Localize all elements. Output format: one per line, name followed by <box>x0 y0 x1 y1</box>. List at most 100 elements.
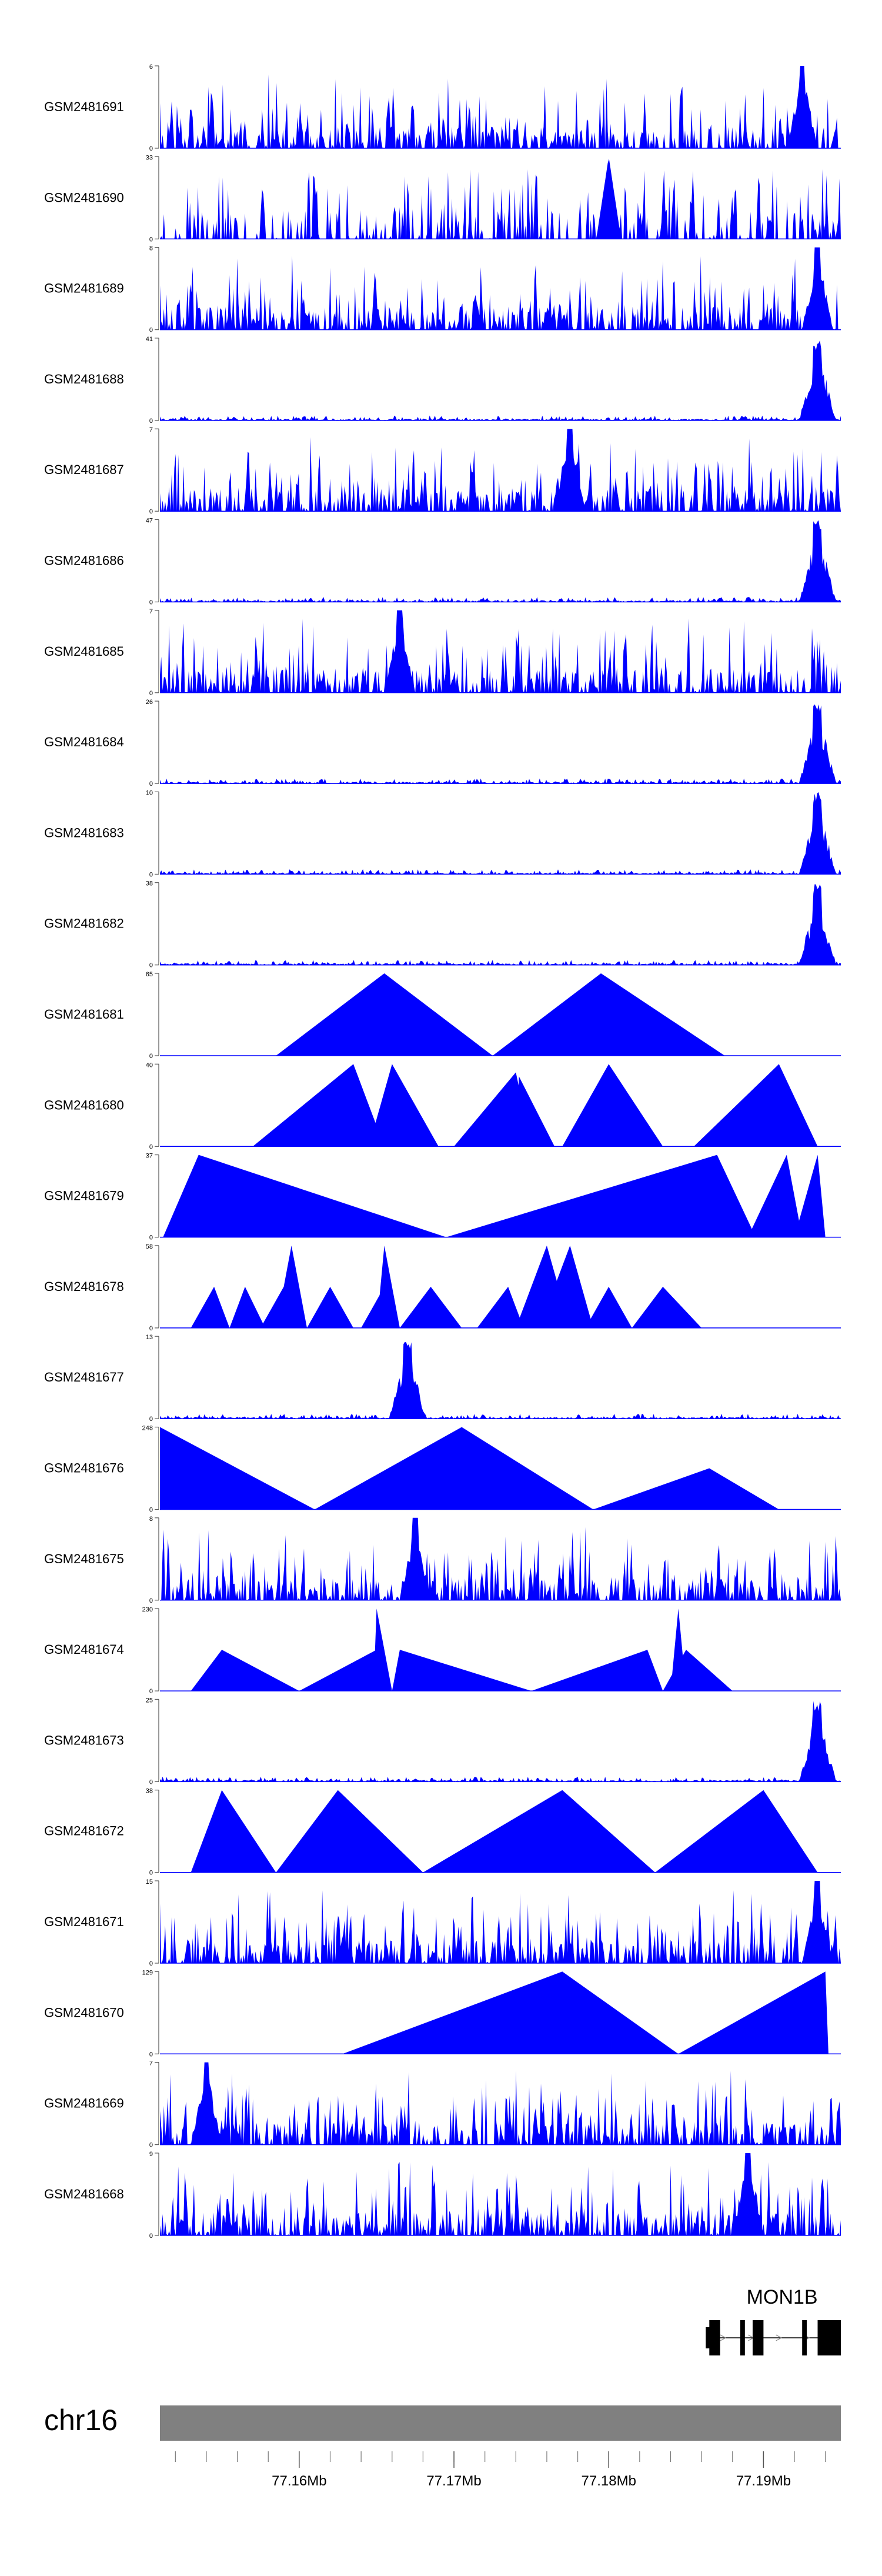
signal-triangle <box>794 1154 826 1237</box>
signal-triangle <box>562 1064 663 1147</box>
track-label: GSM2481689 <box>44 281 124 296</box>
y-max-label: 40 <box>146 1062 153 1069</box>
track-label: GSM2481676 <box>44 1461 124 1476</box>
signal-area <box>160 1881 841 1963</box>
gene-utr <box>706 2327 711 2348</box>
track-GSM2481671: GSM2481671 15 0 <box>44 1878 841 1967</box>
signal-triangle <box>632 1286 702 1328</box>
signal-triangle <box>191 1790 276 1873</box>
y-max-label: 58 <box>146 1243 153 1250</box>
signal-area <box>160 1342 841 1419</box>
track-label: GSM2481684 <box>44 735 124 749</box>
signal-area <box>160 792 841 875</box>
track-GSM2481685: GSM2481685 7 0 <box>44 608 841 697</box>
y-zero-label: 0 <box>149 1778 153 1786</box>
signal-triangle <box>376 1245 400 1328</box>
track-GSM2481678: GSM2481678 58 0 <box>44 1243 841 1332</box>
signal-triangle <box>369 1064 439 1147</box>
signal-triangle <box>160 1427 315 1510</box>
signal-area <box>160 429 841 512</box>
genome-axis: chr16 77.16Mb 77.17Mb 77.18Mb 77.19Mb <box>44 2404 841 2489</box>
signal-area <box>160 2153 841 2235</box>
y-max-label: 230 <box>142 1606 153 1613</box>
strand-arrow <box>776 2334 782 2341</box>
y-max-label: 26 <box>146 699 153 706</box>
chromosome-ideogram <box>160 2405 841 2441</box>
track-label: GSM2481691 <box>44 99 124 114</box>
track-GSM2481670: GSM2481670 129 0 <box>44 1969 841 2058</box>
track-label: GSM2481677 <box>44 1370 124 1384</box>
signal-triangle <box>307 1286 353 1328</box>
signal-triangle <box>342 1971 679 2054</box>
y-max-label: 38 <box>146 1788 153 1795</box>
signal-triangle <box>446 1154 756 1237</box>
y-max-label: 7 <box>149 426 153 433</box>
signal-triangle <box>693 1064 818 1147</box>
track-GSM2481681: GSM2481681 65 0 <box>44 971 841 1060</box>
signal-triangle <box>229 1286 265 1328</box>
y-zero-label: 0 <box>149 1597 153 1604</box>
signal-triangle <box>373 1609 392 1691</box>
signal-triangle <box>276 1790 423 1873</box>
signal-area <box>160 2062 841 2145</box>
y-max-label: 9 <box>149 2151 153 2158</box>
track-label: GSM2481674 <box>44 1642 124 1657</box>
track-label: GSM2481682 <box>44 916 124 931</box>
y-zero-label: 0 <box>149 1143 153 1150</box>
y-zero-label: 0 <box>149 327 153 334</box>
track-label: GSM2481683 <box>44 825 124 840</box>
signal-triangle <box>748 1154 803 1237</box>
track-GSM2481673: GSM2481673 25 0 <box>44 1697 841 1786</box>
x-tick-label: 77.19Mb <box>736 2473 791 2489</box>
track-GSM2481687: GSM2481687 7 0 <box>44 426 841 515</box>
track-label: GSM2481673 <box>44 1733 124 1747</box>
track-label: GSM2481686 <box>44 553 124 568</box>
track-label: GSM2481669 <box>44 2096 124 2111</box>
y-max-label: 37 <box>146 1153 153 1160</box>
y-max-label: 38 <box>146 880 153 887</box>
track-GSM2481672: GSM2481672 38 0 <box>44 1788 841 1877</box>
signal-triangle <box>670 1609 686 1691</box>
y-max-label: 10 <box>146 789 153 796</box>
y-max-label: 65 <box>146 971 153 978</box>
track-GSM2481680: GSM2481680 40 0 <box>44 1062 841 1150</box>
track-GSM2481679: GSM2481679 37 0 <box>44 1153 841 1242</box>
signal-triangle <box>392 1650 532 1691</box>
signal-triangle <box>191 1650 299 1691</box>
track-GSM2481675: GSM2481675 8 0 <box>44 1516 841 1604</box>
track-GSM2481676: GSM2481676 248 0 <box>44 1425 841 1514</box>
y-max-label: 33 <box>146 154 153 161</box>
signal-triangle <box>423 1790 656 1873</box>
track-GSM2481690: GSM2481690 33 0 <box>44 154 841 243</box>
y-zero-label: 0 <box>149 1507 153 1514</box>
gene-exon <box>740 2320 745 2355</box>
track-label: GSM2481685 <box>44 644 124 659</box>
chromosome-label: chr16 <box>44 2404 118 2437</box>
track-label: GSM2481672 <box>44 1824 124 1838</box>
y-max-label: 129 <box>142 1969 153 1976</box>
signal-area <box>160 520 841 602</box>
y-zero-label: 0 <box>149 145 153 152</box>
signal-area <box>160 704 841 784</box>
signal-triangle <box>477 1286 524 1328</box>
signal-area <box>160 340 841 421</box>
signal-area <box>160 159 841 239</box>
y-max-label: 7 <box>149 608 153 615</box>
y-zero-label: 0 <box>149 690 153 697</box>
track-label: GSM2481681 <box>44 1007 124 1022</box>
signal-triangle <box>585 1286 632 1328</box>
y-zero-label: 0 <box>149 780 153 788</box>
y-max-label: 7 <box>149 2060 153 2067</box>
gene-model: MON1B <box>706 2286 841 2355</box>
tracks-group: GSM248169160GSM2481690330GSM248168980GSM… <box>44 64 841 2240</box>
signal-triangle <box>516 1076 555 1147</box>
track-GSM2481688: GSM2481688 41 0 <box>44 336 841 425</box>
x-tick-label: 77.17Mb <box>426 2473 481 2489</box>
track-label: GSM2481690 <box>44 190 124 205</box>
track-GSM2481684: GSM2481684 26 0 <box>44 699 841 788</box>
signal-triangle <box>531 1650 663 1691</box>
signal-triangle <box>276 973 493 1056</box>
signal-area <box>160 66 841 148</box>
